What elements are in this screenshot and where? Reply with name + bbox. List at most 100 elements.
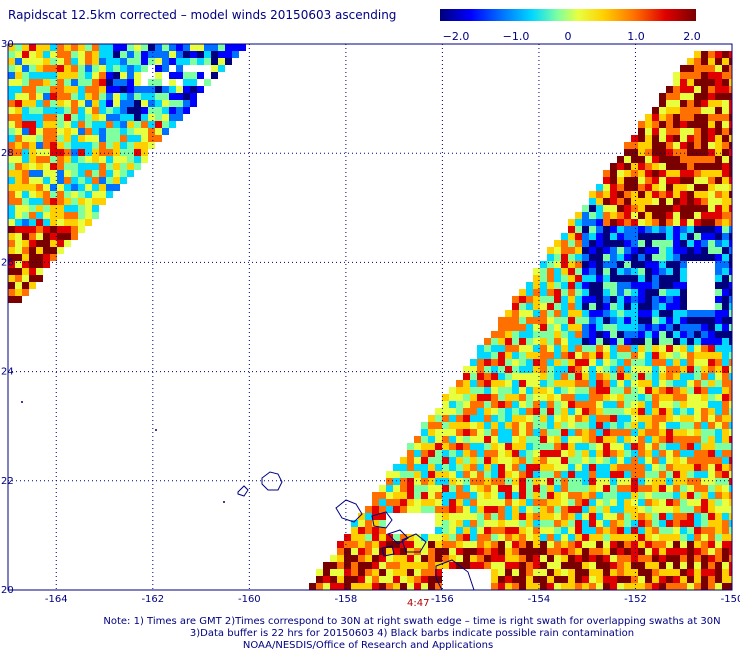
wind-cell [442, 394, 449, 401]
wind-cell [659, 240, 666, 247]
wind-cell [29, 177, 36, 184]
wind-cell [533, 457, 540, 464]
wind-cell [659, 359, 666, 366]
wind-cell [673, 114, 680, 121]
wind-cell [638, 219, 645, 226]
wind-cell [687, 478, 694, 485]
wind-cell [519, 422, 526, 429]
wind-cell [659, 562, 666, 569]
wind-cell [99, 114, 106, 121]
wind-cell [561, 541, 568, 548]
wind-cell [498, 443, 505, 450]
wind-cell [582, 275, 589, 282]
wind-cell [687, 324, 694, 331]
wind-cell [78, 149, 85, 156]
wind-cell [400, 583, 407, 590]
wind-cell [15, 296, 22, 303]
wind-cell [610, 331, 617, 338]
wind-cell [449, 548, 456, 555]
wind-cell [43, 247, 50, 254]
wind-cell [596, 240, 603, 247]
wind-cell [631, 296, 638, 303]
wind-cell [148, 58, 155, 65]
wind-cell [561, 492, 568, 499]
wind-cell [708, 499, 715, 506]
wind-cell [715, 422, 722, 429]
wind-cell [596, 387, 603, 394]
wind-cell [365, 569, 372, 576]
wind-cell [610, 562, 617, 569]
wind-cell [652, 324, 659, 331]
wind-cell [15, 170, 22, 177]
wind-cell [722, 527, 729, 534]
wind-cell [85, 93, 92, 100]
wind-cell [8, 121, 15, 128]
wind-cell [673, 317, 680, 324]
wind-cell [673, 373, 680, 380]
wind-cell [526, 485, 533, 492]
wind-cell [71, 93, 78, 100]
wind-cell [547, 457, 554, 464]
wind-cell [596, 261, 603, 268]
wind-cell [43, 240, 50, 247]
wind-cell [624, 233, 631, 240]
wind-cell [512, 555, 519, 562]
wind-cell [449, 429, 456, 436]
wind-cell [85, 79, 92, 86]
wind-cell [659, 142, 666, 149]
wind-cell [421, 499, 428, 506]
wind-cell [463, 492, 470, 499]
wind-cell [694, 128, 701, 135]
wind-cell [456, 408, 463, 415]
wind-cell [603, 310, 610, 317]
wind-cell [512, 506, 519, 513]
wind-cell [414, 576, 421, 583]
wind-cell [680, 408, 687, 415]
wind-cell [78, 93, 85, 100]
wind-cell [491, 485, 498, 492]
wind-cell [673, 513, 680, 520]
wind-cell [659, 387, 666, 394]
coast-dot-2 [155, 429, 157, 431]
wind-cell [372, 527, 379, 534]
wind-cell [610, 240, 617, 247]
wind-cell [127, 79, 134, 86]
wind-cell [512, 352, 519, 359]
wind-cell [687, 72, 694, 79]
wind-cell [659, 128, 666, 135]
wind-cell [729, 191, 732, 198]
wind-cell [519, 506, 526, 513]
wind-cell [50, 170, 57, 177]
wind-cell [610, 247, 617, 254]
wind-cell [596, 373, 603, 380]
wind-cell [22, 100, 29, 107]
wind-cell [162, 107, 169, 114]
wind-cell [71, 114, 78, 121]
wind-cell [43, 86, 50, 93]
wind-cell [617, 261, 624, 268]
wind-cell [554, 359, 561, 366]
wind-cell [694, 100, 701, 107]
wind-cell [8, 261, 15, 268]
wind-cell [722, 254, 729, 261]
wind-cell [666, 562, 673, 569]
wind-cell [645, 415, 652, 422]
wind-cell [554, 541, 561, 548]
wind-cell [547, 464, 554, 471]
wind-cell [477, 471, 484, 478]
wind-cell [379, 534, 386, 541]
wind-cell [554, 380, 561, 387]
wind-cell [701, 394, 708, 401]
wind-cell [624, 226, 631, 233]
wind-cell [15, 100, 22, 107]
wind-cell [57, 86, 64, 93]
wind-cell [36, 240, 43, 247]
wind-cell [659, 534, 666, 541]
wind-cell [582, 576, 589, 583]
wind-cell [449, 506, 456, 513]
wind-cell [400, 464, 407, 471]
wind-cell [64, 163, 71, 170]
wind-cell [708, 541, 715, 548]
wind-cell [547, 499, 554, 506]
wind-cell [498, 408, 505, 415]
